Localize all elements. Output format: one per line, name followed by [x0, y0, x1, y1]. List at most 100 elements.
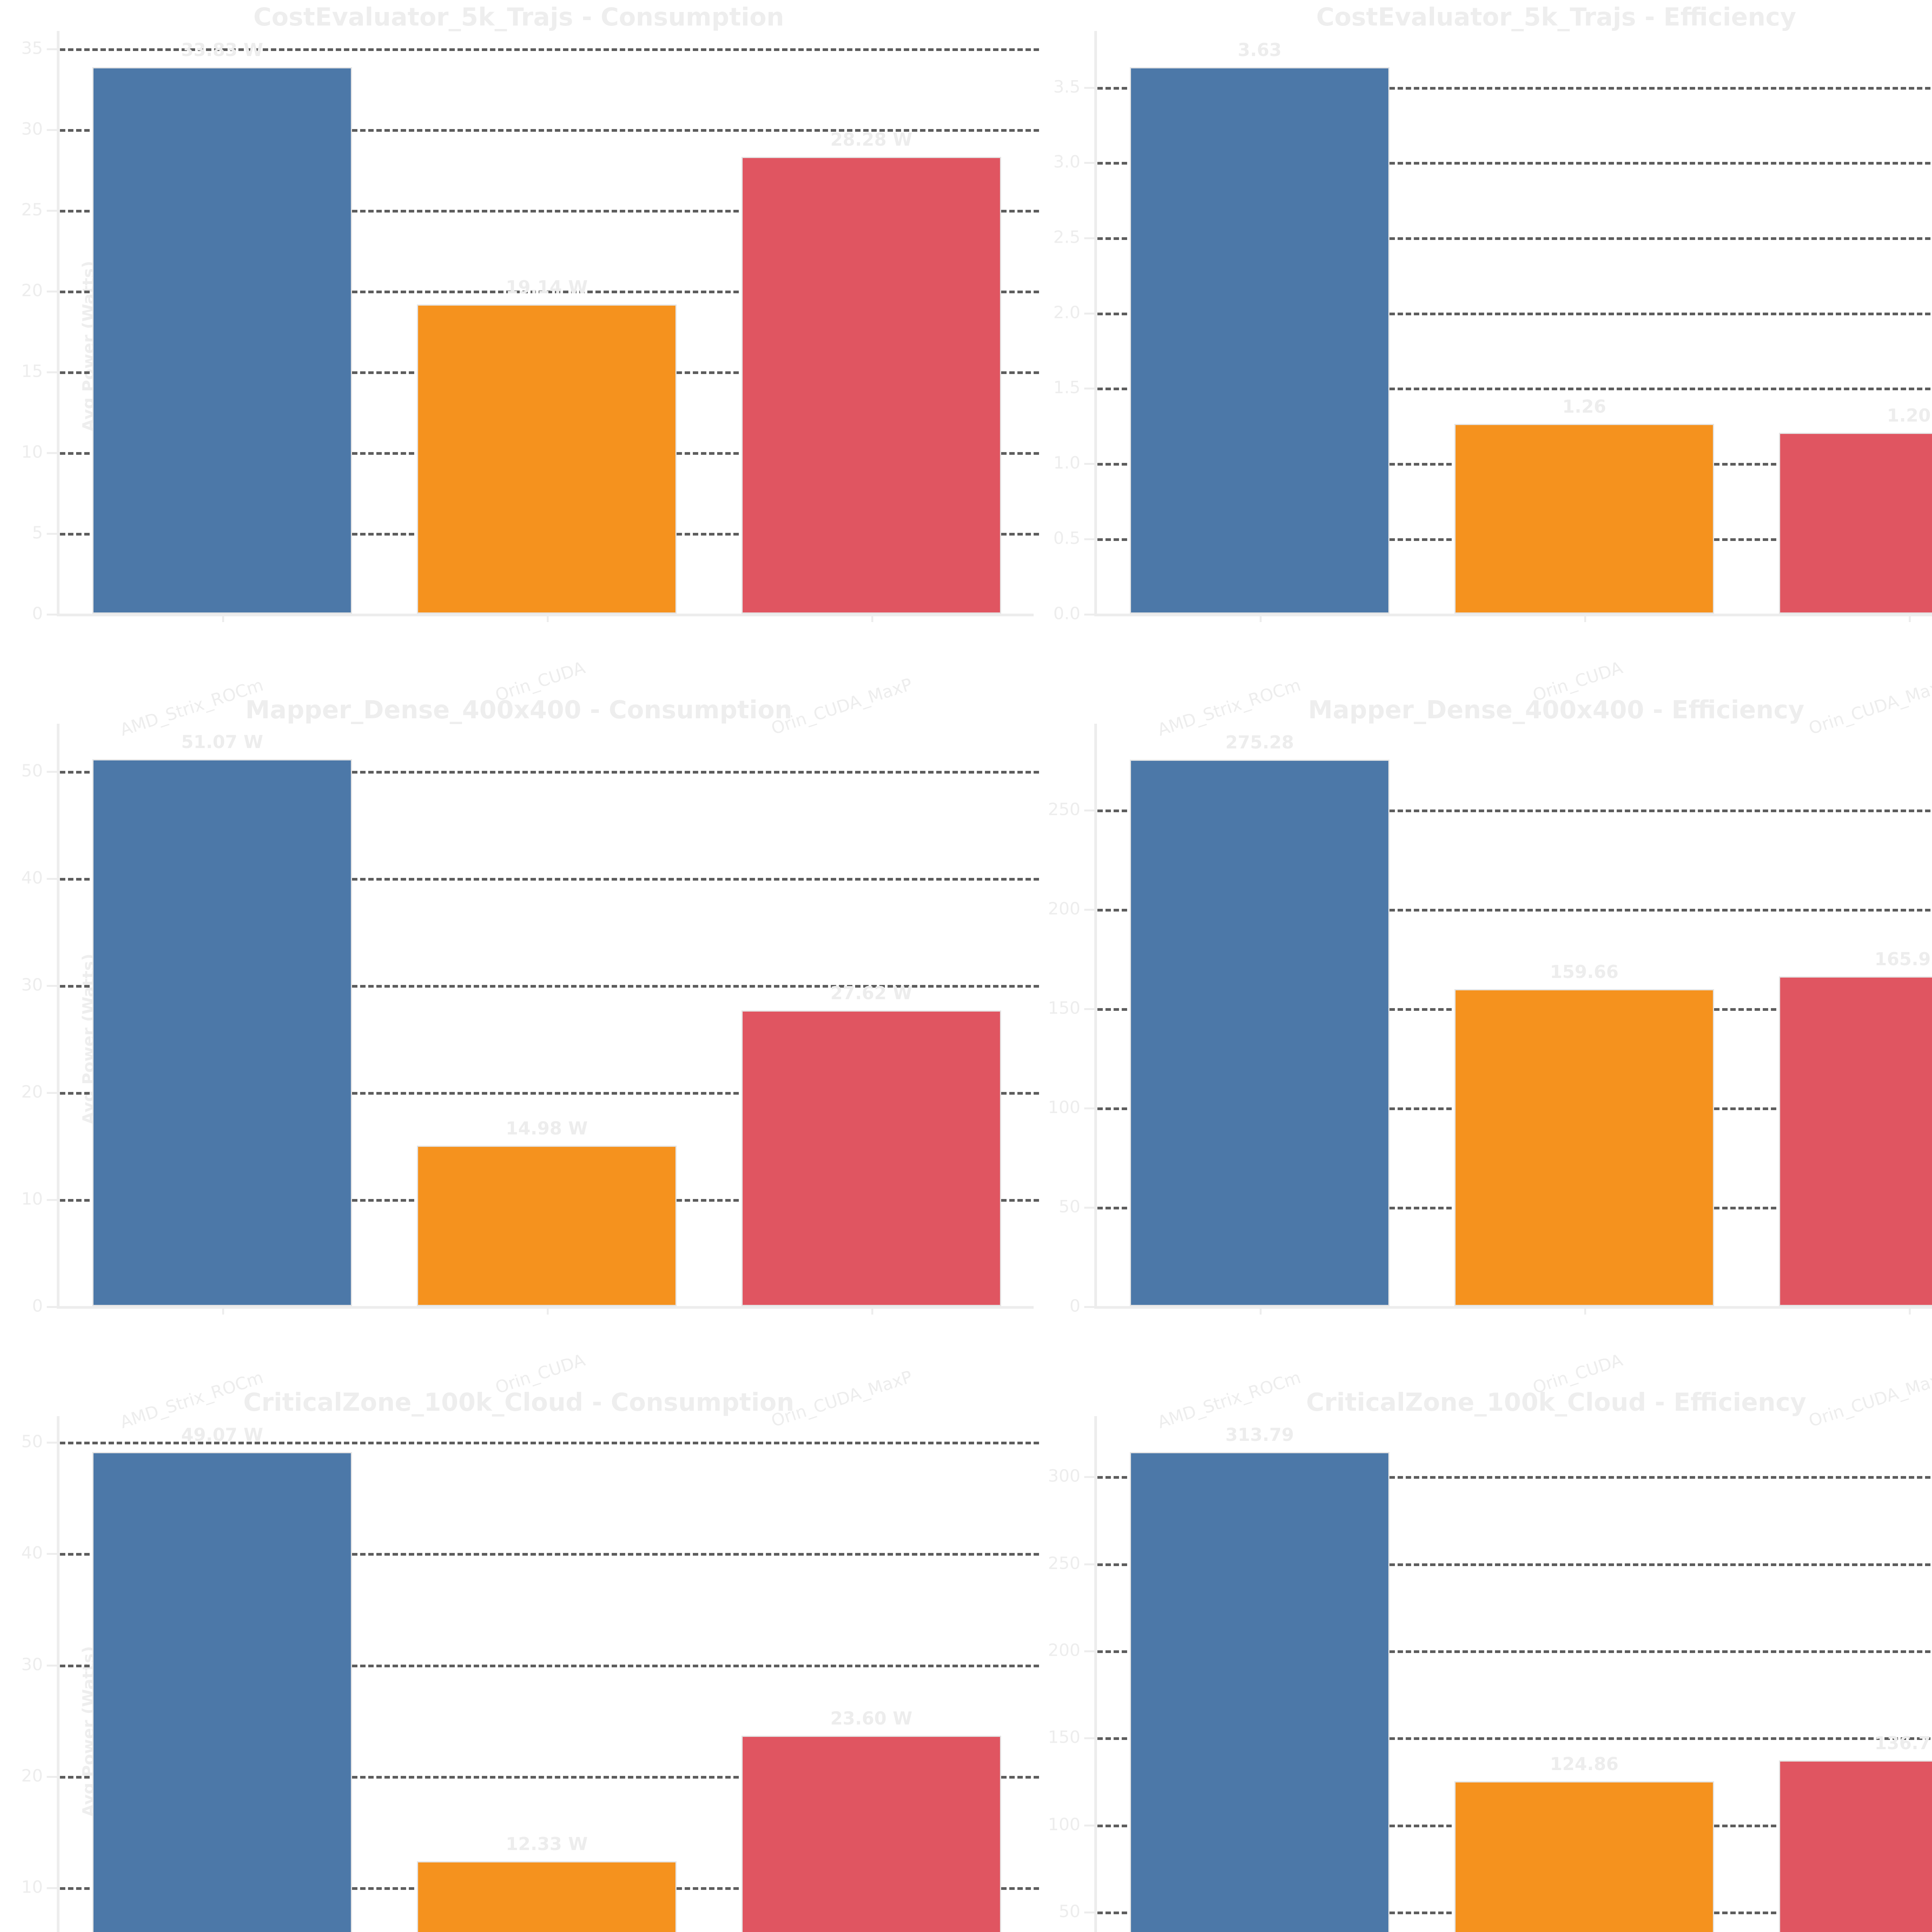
gridline — [60, 878, 1039, 881]
y-tick-mark — [47, 1092, 57, 1094]
y-tick-mark — [1084, 1824, 1094, 1827]
y-tick-label: 1.0 — [1053, 453, 1080, 473]
y-tick-label: 40 — [21, 1543, 43, 1563]
y-tick-label: 30 — [21, 119, 43, 139]
bar — [1779, 1760, 1932, 1932]
y-tick-label: 15 — [21, 361, 43, 381]
y-tick-mark — [47, 1553, 57, 1555]
y-tick-mark — [1084, 1737, 1094, 1740]
y-tick-mark — [1084, 1563, 1094, 1565]
x-axis-spine — [57, 613, 1034, 616]
y-tick-label: 100 — [1048, 1815, 1080, 1835]
bar-value-label: 313.79 — [1225, 1424, 1294, 1446]
chart-panel: CostEvaluator_5k_Trajs - EfficiencyPerf … — [1037, 0, 1932, 740]
chart-panel: Mapper_Dense_400x400 - EfficiencyPerf / … — [1037, 693, 1932, 1432]
bar — [92, 759, 352, 1306]
y-tick-label: 150 — [1048, 998, 1080, 1018]
bar-value-label: 165.93 — [1874, 949, 1932, 970]
gridline — [60, 1092, 1039, 1095]
gridline — [1097, 388, 1932, 391]
chart-panel: CostEvaluator_5k_Trajs - Consumption Avg … — [0, 0, 1039, 740]
y-tick-mark — [1084, 1912, 1094, 1914]
y-tick-mark — [1084, 463, 1094, 465]
y-tick-label: 30 — [21, 975, 43, 995]
y-tick-label: 5 — [32, 523, 43, 543]
gridline — [60, 1776, 1039, 1779]
y-tick-mark — [47, 770, 57, 773]
y-tick-label: 40 — [21, 868, 43, 888]
y-tick-mark — [1084, 1008, 1094, 1010]
bar — [1130, 759, 1389, 1306]
bar — [1454, 989, 1714, 1306]
gridline — [60, 1442, 1039, 1445]
x-axis-spine — [1094, 613, 1932, 616]
bar — [1130, 67, 1389, 614]
y-tick-mark — [1084, 87, 1094, 89]
y-tick-mark — [47, 1887, 57, 1889]
y-tick-mark — [47, 613, 57, 616]
y-tick-label: 50 — [21, 761, 43, 781]
bar-value-label: 1.20 — [1887, 405, 1931, 426]
y-tick-label: 200 — [1048, 899, 1080, 919]
bar-value-label: 23.60 W — [830, 1708, 913, 1729]
y-tick-mark — [47, 532, 57, 535]
gridline — [1097, 1650, 1932, 1653]
x-tick-mark — [222, 613, 224, 622]
y-axis-spine — [1094, 1416, 1097, 1932]
gridline — [60, 290, 1039, 293]
y-tick-label: 200 — [1048, 1640, 1080, 1660]
x-tick-mark — [1260, 613, 1262, 622]
y-tick-label: 10 — [21, 1189, 43, 1209]
y-tick-label: 0 — [1070, 1296, 1080, 1316]
y-tick-mark — [47, 985, 57, 987]
bar-value-label: 14.98 W — [505, 1118, 588, 1139]
bar — [417, 1861, 677, 1932]
gridline — [1097, 162, 1932, 165]
x-axis-spine — [57, 1306, 1034, 1309]
y-tick-label: 100 — [1048, 1097, 1080, 1117]
chart-title: Mapper_Dense_400x400 - Consumption — [245, 696, 793, 724]
y-axis-spine — [57, 31, 60, 614]
plot-area: 0 5 10 15 20 25 30 35 33.83 W AMD_Strix_ROCm 19.14… — [21, 31, 1039, 740]
gridline — [60, 129, 1039, 132]
x-tick-mark — [222, 1306, 224, 1315]
bar — [417, 304, 677, 614]
y-tick-label: 35 — [21, 38, 43, 58]
bar — [1454, 1781, 1714, 1932]
x-tick-mark — [871, 613, 873, 622]
bar — [92, 1452, 352, 1932]
plot-area: 0 50 100 150 200 250 275.28 AMD_Strix_ROCm 159.6… — [1048, 723, 1932, 1432]
chart-title: Mapper_Dense_400x400 - Efficiency — [1308, 696, 1804, 724]
y-tick-mark — [1084, 538, 1094, 540]
x-tick-mark — [1909, 1306, 1911, 1315]
y-tick-label: 150 — [1048, 1727, 1080, 1747]
y-tick-mark — [1084, 909, 1094, 911]
y-tick-mark — [47, 1776, 57, 1778]
y-tick-mark — [1084, 312, 1094, 315]
bar — [417, 1146, 677, 1306]
x-tick-mark — [547, 1306, 549, 1315]
bar-value-label: 275.28 — [1225, 731, 1294, 753]
y-tick-mark — [1084, 1207, 1094, 1209]
bar — [1130, 1452, 1389, 1932]
chart-title: CriticalZone_100k_Cloud - Consumption — [243, 1388, 794, 1417]
bar-value-label: 1.26 — [1562, 396, 1606, 417]
x-tick-mark — [547, 613, 549, 622]
bar — [1454, 423, 1714, 614]
gridline — [60, 770, 1039, 774]
y-tick-label: 0 — [32, 604, 43, 623]
y-tick-mark — [1084, 1476, 1094, 1478]
y-tick-mark — [47, 371, 57, 373]
y-axis-spine — [57, 1416, 60, 1932]
bar — [742, 156, 1001, 614]
gridline — [60, 1664, 1039, 1667]
y-tick-label: 300 — [1048, 1466, 1080, 1486]
y-tick-mark — [1084, 613, 1094, 616]
y-tick-mark — [1084, 162, 1094, 164]
y-axis-spine — [1094, 31, 1097, 614]
y-tick-label: 50 — [1059, 1901, 1080, 1922]
y-tick-mark — [1084, 388, 1094, 390]
plot-area: 050100150200250300313.79AMD_Strix_ROCm12… — [1048, 1416, 1932, 1932]
chart-title: CostEvaluator_5k_Trajs - Consumption — [253, 3, 784, 32]
